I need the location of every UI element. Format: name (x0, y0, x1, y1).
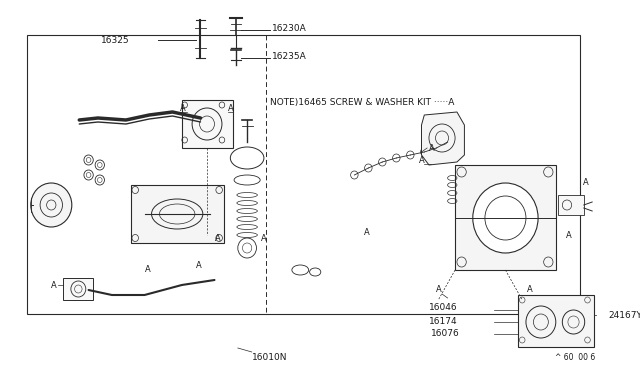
Text: A: A (583, 177, 589, 186)
Polygon shape (422, 112, 465, 165)
Text: A: A (196, 260, 202, 269)
Text: 16325: 16325 (100, 35, 129, 45)
Bar (63, 278, 93, 300)
Text: 16230A: 16230A (272, 23, 307, 32)
Text: ^ 60  00 6: ^ 60 00 6 (555, 353, 595, 362)
Text: A: A (364, 228, 369, 237)
Bar (131, 185, 224, 243)
Bar (455, 165, 556, 270)
Text: A: A (180, 103, 186, 112)
Text: A: A (436, 285, 442, 295)
Bar (182, 100, 233, 148)
Bar (27, 35, 580, 314)
Circle shape (473, 183, 538, 253)
Text: A: A (228, 103, 234, 112)
Text: A: A (566, 231, 572, 240)
Text: 16076: 16076 (431, 330, 460, 339)
Text: 16174: 16174 (429, 317, 458, 327)
Text: 16235A: 16235A (272, 51, 307, 61)
Bar (518, 295, 594, 347)
Circle shape (31, 183, 72, 227)
Text: A: A (429, 144, 435, 153)
Text: 16010N: 16010N (252, 353, 287, 362)
Text: A: A (214, 234, 220, 243)
Text: A: A (261, 234, 267, 243)
Text: NOTE)16465 SCREW & WASHER KIT ·····A: NOTE)16465 SCREW & WASHER KIT ·····A (271, 97, 455, 106)
Text: A: A (527, 285, 532, 295)
Text: A: A (51, 280, 57, 289)
Text: A: A (419, 155, 424, 164)
Text: 16046: 16046 (429, 304, 458, 312)
Text: A: A (145, 266, 150, 275)
Bar (557, 195, 584, 215)
Text: 24167Y: 24167Y (608, 311, 640, 320)
